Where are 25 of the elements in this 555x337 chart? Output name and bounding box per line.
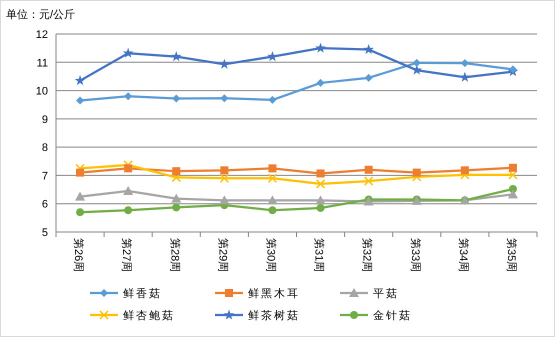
- x-tick-label: 第33周: [408, 238, 421, 272]
- x-tick-label: 第31周: [312, 238, 325, 272]
- y-tick-label: 5: [42, 227, 48, 239]
- x-tick-label: 第32周: [360, 238, 373, 272]
- y-tick-label: 10: [36, 86, 48, 98]
- y-tick-label: 7: [42, 170, 48, 182]
- x-tick-label: 第34周: [456, 238, 469, 272]
- y-axis-title: 单位：元/公斤: [6, 8, 76, 21]
- y-tick-label: 12: [36, 29, 48, 41]
- legend-label: 平菇: [373, 287, 399, 300]
- x-tick-label: 第26周: [72, 238, 84, 272]
- legend-label: 金针菇: [373, 309, 412, 322]
- x-tick-label: 第28周: [168, 238, 180, 272]
- x-tick-label: 第27周: [120, 238, 132, 272]
- y-tick-label: 11: [36, 57, 48, 70]
- x-tick-label: 第29周: [216, 238, 228, 272]
- legend-label: 鲜黑木耳: [248, 287, 300, 300]
- legend-label: 鲜杏鲍菇: [123, 309, 175, 322]
- x-tick-label: 第35周: [504, 238, 517, 272]
- y-tick-label: 6: [42, 198, 48, 211]
- y-tick-label: 9: [42, 114, 48, 126]
- legend-label: 鲜香菇: [123, 287, 162, 300]
- y-tick-label: 8: [42, 142, 48, 154]
- x-tick-label: 第30周: [264, 238, 276, 272]
- legend-label: 鲜茶树菇: [248, 309, 300, 322]
